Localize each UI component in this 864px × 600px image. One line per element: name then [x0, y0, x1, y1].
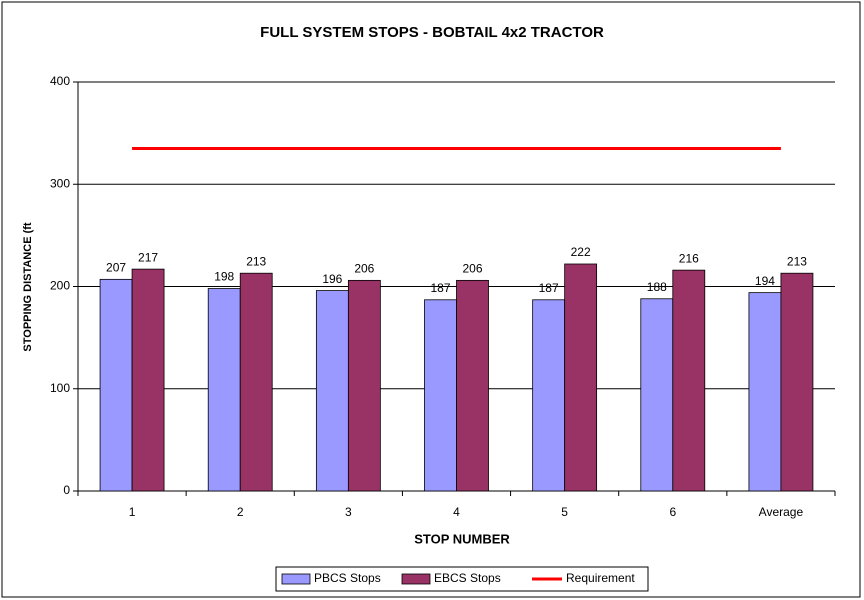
x-tick-label: Average	[759, 505, 804, 519]
x-tick-label: 5	[561, 505, 568, 519]
y-tick-label: 0	[63, 483, 70, 497]
data-label: 213	[787, 254, 807, 268]
bar	[780, 272, 814, 492]
x-tick-label: 3	[345, 505, 352, 519]
legend-swatch	[401, 573, 431, 585]
data-label: 206	[354, 262, 374, 276]
bar	[99, 278, 133, 492]
data-label: 213	[246, 254, 266, 268]
y-tick-label: 200	[50, 279, 70, 293]
legend-label: Requirement	[566, 571, 635, 585]
data-label: 194	[755, 274, 775, 288]
x-tick-label: 4	[453, 505, 460, 519]
bar	[748, 292, 782, 492]
x-tick-label: 2	[237, 505, 244, 519]
bar	[456, 279, 489, 492]
bar	[424, 299, 457, 492]
y-axis-label: STOPPING DISTANCE (ft	[22, 222, 34, 351]
legend-swatch	[281, 573, 311, 585]
legend: PBCS Stops EBCS Stops Requirement	[275, 566, 649, 592]
bar	[564, 263, 598, 492]
bar	[315, 290, 349, 492]
data-label: 207	[106, 261, 126, 275]
data-label: 187	[430, 281, 450, 295]
y-tick-label: 300	[50, 176, 70, 190]
bar	[207, 288, 241, 492]
y-tick-label: 100	[50, 381, 70, 395]
data-label: 187	[539, 281, 559, 295]
legend-label: EBCS Stops	[434, 571, 501, 585]
bar	[532, 299, 566, 492]
x-tick-label: 1	[129, 505, 136, 519]
legend-label: PBCS Stops	[314, 571, 381, 585]
bar	[640, 298, 674, 492]
bar	[131, 268, 165, 492]
x-tick-label: 6	[669, 505, 676, 519]
bar	[672, 269, 706, 492]
data-label: 216	[679, 251, 699, 265]
x-axis-label: STOP NUMBER	[414, 531, 510, 546]
bar	[347, 279, 381, 492]
data-label: 188	[647, 280, 667, 294]
bar	[239, 272, 273, 492]
y-tick-label: 400	[50, 74, 70, 88]
legend-frame	[275, 566, 649, 592]
data-label: 217	[138, 250, 158, 264]
chart-title: FULL SYSTEM STOPS - BOBTAIL 4x2 TRACTOR	[260, 24, 604, 41]
data-label: 196	[322, 272, 342, 286]
data-label: 222	[571, 245, 591, 259]
data-label: 198	[214, 270, 234, 284]
data-label: 206	[462, 262, 482, 276]
